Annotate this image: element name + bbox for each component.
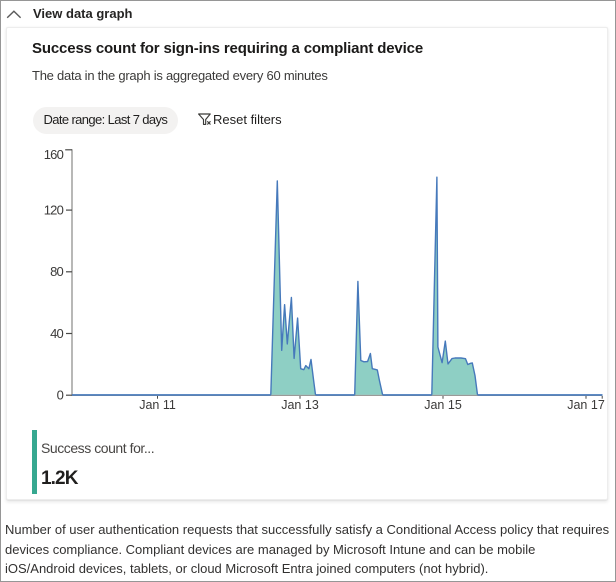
- svg-text:40: 40: [50, 326, 63, 341]
- svg-text:Jan 11: Jan 11: [139, 398, 176, 412]
- svg-text:160: 160: [44, 147, 64, 162]
- svg-text:Jan 13: Jan 13: [281, 398, 319, 412]
- svg-text:Jan 15: Jan 15: [424, 398, 462, 412]
- svg-text:120: 120: [44, 202, 64, 217]
- svg-text:0: 0: [57, 388, 64, 403]
- svg-text:80: 80: [50, 264, 63, 279]
- svg-text:Jan 17: Jan 17: [567, 398, 605, 412]
